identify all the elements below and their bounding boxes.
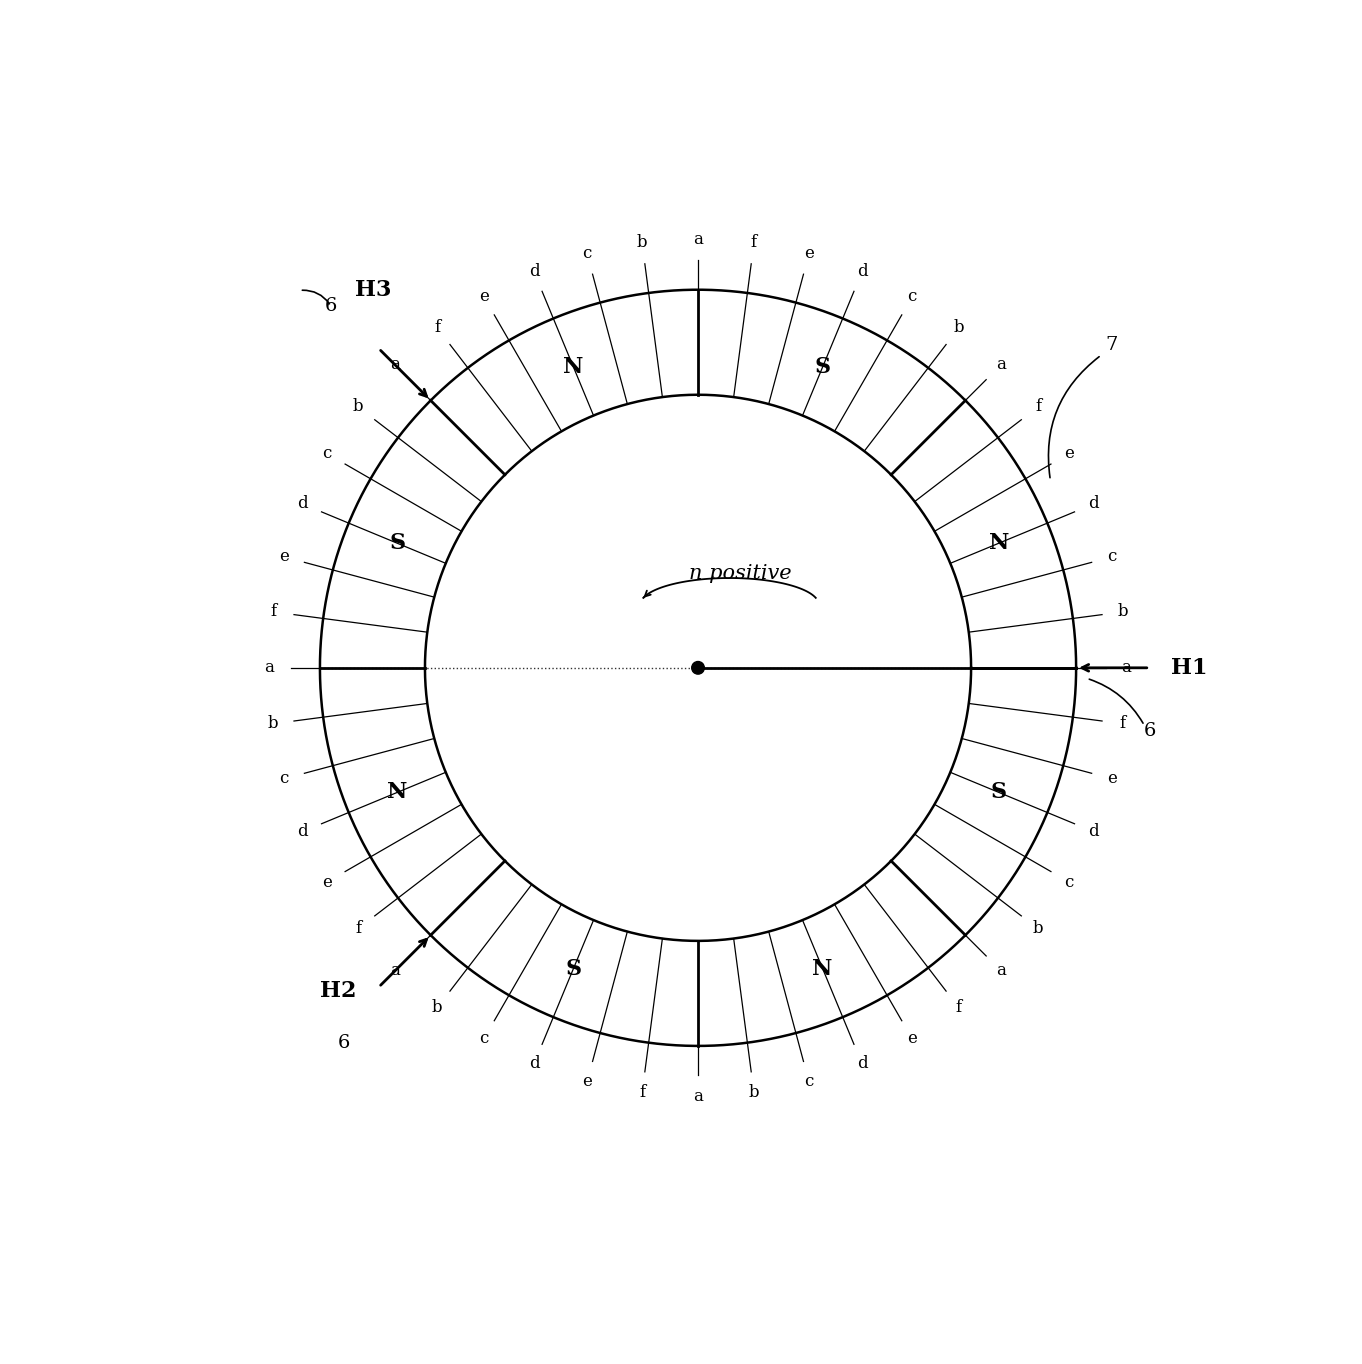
Text: d: d — [528, 1056, 539, 1072]
Text: S: S — [814, 356, 831, 378]
Text: e: e — [321, 873, 332, 891]
Text: e: e — [479, 288, 489, 306]
Text: H2: H2 — [320, 979, 357, 1001]
Text: f: f — [1120, 715, 1126, 732]
Text: N: N — [564, 356, 583, 378]
Text: e: e — [907, 1030, 917, 1048]
Text: e: e — [1107, 771, 1117, 787]
Text: a: a — [264, 659, 275, 677]
Text: 7: 7 — [1106, 336, 1118, 353]
Text: e: e — [582, 1073, 592, 1090]
Text: c: c — [583, 246, 592, 262]
Text: c: c — [479, 1030, 489, 1048]
Text: 6: 6 — [1144, 722, 1156, 739]
Text: a: a — [693, 231, 703, 248]
Text: S: S — [565, 958, 582, 979]
Text: 6: 6 — [326, 297, 338, 315]
Text: a: a — [390, 963, 400, 979]
Text: N: N — [387, 782, 407, 803]
Text: f: f — [639, 1084, 646, 1101]
Text: S: S — [390, 532, 406, 554]
Text: b: b — [749, 1084, 759, 1101]
Text: e: e — [804, 246, 814, 262]
Text: f: f — [355, 921, 361, 937]
Text: H3: H3 — [355, 280, 391, 301]
Circle shape — [692, 662, 704, 674]
Text: c: c — [1107, 548, 1117, 566]
Text: b: b — [268, 715, 278, 732]
Text: a: a — [1121, 659, 1132, 677]
Text: a: a — [996, 356, 1007, 374]
Text: f: f — [270, 603, 276, 621]
Text: b: b — [637, 235, 647, 251]
Text: H1: H1 — [1171, 657, 1207, 679]
Text: e: e — [279, 548, 289, 566]
Text: d: d — [297, 824, 308, 840]
Text: N: N — [813, 958, 832, 979]
Text: f: f — [434, 319, 440, 337]
Text: d: d — [1088, 824, 1099, 840]
Text: a: a — [996, 963, 1007, 979]
Text: b: b — [432, 1000, 443, 1016]
Text: N: N — [989, 532, 1009, 554]
Text: a: a — [390, 356, 400, 374]
Text: f: f — [1035, 398, 1041, 416]
Text: n positive: n positive — [689, 563, 791, 582]
Text: c: c — [907, 288, 917, 306]
Text: d: d — [297, 495, 308, 513]
Text: b: b — [953, 319, 964, 337]
Text: c: c — [1065, 873, 1073, 891]
Text: d: d — [528, 263, 539, 281]
Text: c: c — [323, 445, 331, 462]
Text: b: b — [1118, 603, 1128, 621]
Text: f: f — [956, 1000, 962, 1016]
Text: d: d — [1088, 495, 1099, 513]
Text: S: S — [990, 782, 1007, 803]
Text: b: b — [353, 398, 364, 416]
Text: f: f — [750, 235, 757, 251]
Text: a: a — [693, 1088, 703, 1105]
Text: 6: 6 — [338, 1034, 350, 1052]
Text: c: c — [279, 771, 289, 787]
Text: e: e — [1064, 445, 1075, 462]
Text: d: d — [857, 1056, 868, 1072]
Text: c: c — [804, 1073, 813, 1090]
Text: b: b — [1032, 921, 1043, 937]
Text: d: d — [857, 263, 868, 281]
